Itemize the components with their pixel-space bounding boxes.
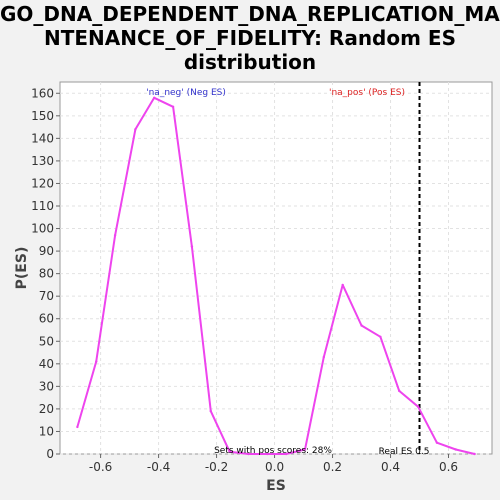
data-point: [113, 234, 117, 237]
y-tick-label: 140: [31, 131, 54, 145]
y-tick-label: 120: [31, 176, 54, 190]
series: [76, 82, 476, 456]
x-tick-label: 0.0: [265, 460, 284, 474]
data-point: [284, 452, 288, 456]
pos-es-label: 'na_pos' (Pos ES): [329, 88, 405, 98]
data-point: [266, 452, 269, 456]
sets-with-pos-scores-label: Sets with pos scores: 28%: [214, 446, 332, 456]
data-point: [303, 448, 307, 451]
chart-title-line-3: distribution: [183, 50, 317, 74]
plot-area: [59, 81, 493, 455]
neg-es-label: 'na_neg' (Neg ES): [146, 88, 226, 98]
x-tick-label: 0.2: [323, 460, 342, 474]
data-point: [171, 105, 175, 109]
y-tick-label: 150: [31, 109, 54, 123]
data-point: [190, 245, 194, 248]
x-axis-label: ES: [266, 478, 286, 494]
x-tick-label: 0.4: [381, 460, 400, 474]
y-tick-label: 40: [39, 357, 54, 371]
chart-title-line-1: GO_DNA_DEPENDENT_DNA_REPLICATION_MAI: [0, 2, 500, 26]
chart-title: GO_DNA_DEPENDENT_DNA_REPLICATION_MAI NTE…: [0, 2, 500, 74]
x-tick-label: 0.6: [439, 460, 458, 474]
data-point: [95, 360, 98, 363]
y-tick-label: 110: [31, 199, 54, 213]
data-point: [228, 450, 231, 453]
data-point: [398, 389, 401, 393]
data-point: [416, 405, 420, 408]
y-tick-label: 50: [39, 334, 54, 348]
y-tick-label: 30: [39, 379, 54, 393]
data-point: [322, 355, 326, 359]
chart-title-line-2: NTENANCE_OF_FIDELITY: Random ES: [44, 26, 456, 50]
data-point: [379, 335, 382, 338]
y-tick-label: 90: [39, 244, 54, 258]
y-axis-label: P(ES): [14, 247, 30, 290]
data-point: [360, 324, 363, 327]
axes: 0 10 20 30 40 50 60 70 80 90 100 110 120 130 140 150 160…: [31, 86, 458, 474]
data-point: [435, 441, 439, 444]
es-distribution-line: [76, 96, 475, 455]
data-point: [341, 283, 344, 287]
y-tick-label: 70: [39, 289, 54, 303]
y-tick-label: 10: [39, 424, 54, 438]
data-point: [454, 448, 457, 451]
data-point: [76, 425, 79, 429]
data-point: [134, 128, 137, 131]
data-point: [473, 452, 476, 456]
y-tick-label: 60: [39, 312, 54, 326]
y-tick-label: 160: [31, 86, 54, 100]
y-tick-label: 130: [31, 154, 54, 168]
x-tick-label: -0.6: [89, 460, 112, 474]
x-tick-label: -0.2: [205, 460, 228, 474]
y-tick-label: 0: [46, 447, 54, 461]
real-es-label: Real ES 0.5: [379, 447, 430, 457]
data-point: [209, 409, 212, 413]
y-tick-label: 80: [39, 267, 54, 281]
y-tick-label: 20: [39, 402, 54, 416]
x-tick-label: -0.4: [147, 460, 170, 474]
data-point: [247, 452, 250, 456]
data-point: [153, 96, 156, 99]
y-tick-label: 100: [31, 222, 54, 236]
annotations: 'na_neg' (Neg ES) 'na_pos' (Pos ES) Sets…: [146, 88, 429, 457]
